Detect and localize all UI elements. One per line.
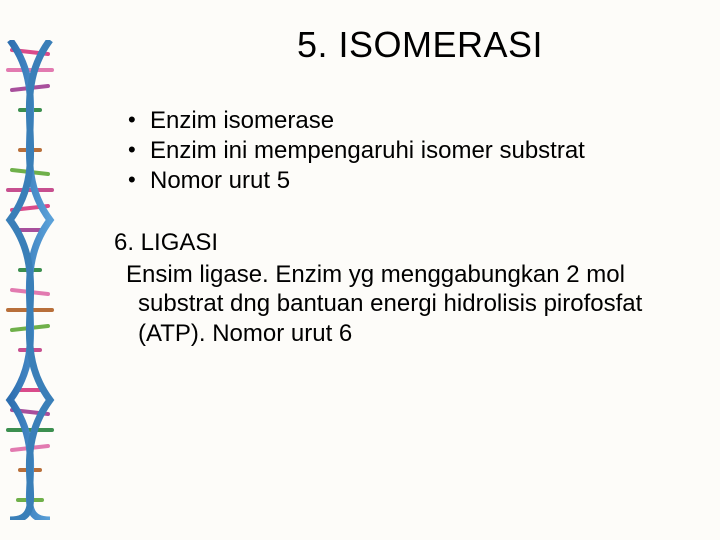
subheading: 6. LIGASI [114,228,680,258]
slide-content: 5. ISOMERASI Enzim isomerase Enzim ini m… [0,0,720,540]
body-paragraph: Ensim ligase. Enzim yg menggabungkan 2 m… [126,260,680,348]
list-item: Nomor urut 5 [128,166,680,196]
list-item: Enzim isomerase [128,106,680,136]
list-item: Enzim ini mempengaruhi isomer substrat [128,136,680,166]
slide-title: 5. ISOMERASI [160,24,680,66]
bullet-list: Enzim isomerase Enzim ini mempengaruhi i… [128,106,680,196]
